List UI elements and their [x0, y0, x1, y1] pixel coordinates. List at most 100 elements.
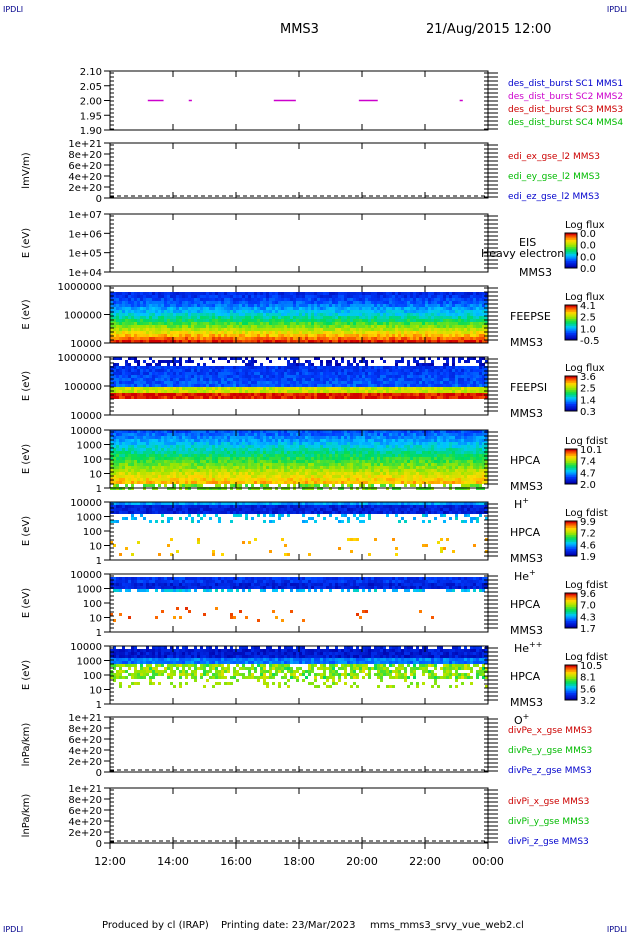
feepse-spectrogram-cell [143, 322, 146, 325]
feepse-spectrogram-cell [257, 319, 260, 322]
feepsi-spectrogram-cell [248, 393, 251, 396]
feepse-spectrogram-cell [197, 325, 200, 328]
feepse-spectrogram-cell [245, 298, 248, 301]
feepse-spectrogram-cell [431, 316, 434, 319]
feepse-spectrogram-cell [296, 295, 299, 298]
feepsi-spectrogram-cell [383, 393, 386, 396]
feepse-spectrogram-cell [131, 331, 134, 334]
hpca_h-spectrogram-cell [140, 448, 143, 451]
feepsi-spectrogram-cell [146, 369, 149, 372]
feepse-spectrogram-cell [341, 298, 344, 301]
feepse-spectrogram-cell [236, 295, 239, 298]
feepse-spectrogram-cell [266, 304, 269, 307]
feepsi-spectrogram-cell [227, 387, 230, 390]
hpca_h-spectrogram-cell [239, 463, 242, 466]
feepse-spectrogram-cell [329, 313, 332, 316]
hpca_h-spectrogram-cell [149, 451, 152, 454]
feepsi-spectrogram-cell [254, 378, 257, 381]
feepsi-spectrogram-cell [482, 390, 485, 393]
feepse-colorbar-frame [564, 304, 578, 341]
feepse-spectrogram-cell [176, 307, 179, 310]
hpca_h-spectrogram-cell [134, 454, 137, 457]
feepse-spectrogram-cell [467, 292, 470, 295]
hpca_h-spectrogram-cell [242, 436, 245, 439]
feepsi-spectrogram-cell [251, 384, 254, 387]
feepse-spectrogram-cell [218, 328, 221, 331]
feepsi-spectrogram-cell [419, 372, 422, 375]
feepse-spectrogram-cell [431, 307, 434, 310]
feepsi-spectrogram-cell [176, 366, 179, 369]
feepsi-spectrogram-cell [476, 393, 479, 396]
feepsi-spectrogram-cell [113, 381, 116, 384]
feepse-spectrogram-cell [476, 304, 479, 307]
feepse-spectrogram-cell [380, 301, 383, 304]
feepse-spectrogram-cell [308, 292, 311, 295]
feepsi-spectrogram-cell [212, 390, 215, 393]
feepsi-spectrogram-cell [425, 375, 428, 378]
feepse-spectrogram-cell [362, 325, 365, 328]
feepsi-spectrogram-cell [323, 387, 326, 390]
feepse-spectrogram-cell [215, 322, 218, 325]
feepsi-spectrogram-cell [272, 396, 275, 399]
feepse-spectrogram-cell [425, 319, 428, 322]
feepse-spectrogram-cell [407, 307, 410, 310]
feepse-spectrogram-cell [359, 316, 362, 319]
feepse-spectrogram-cell [236, 325, 239, 328]
feepse-spectrogram-cell [242, 340, 245, 343]
feepse-spectrogram-cell [269, 304, 272, 307]
feepsi-spectrogram-cell [338, 390, 341, 393]
hpca_h-spectrogram-cell [242, 433, 245, 436]
hpca_h-spectrogram-cell [140, 433, 143, 436]
feepsi-spectrogram-cell [173, 375, 176, 378]
feepsi-spectrogram-cell [158, 384, 161, 387]
feepsi-spectrogram-cell [398, 387, 401, 390]
hpca_h-spectrogram-cell [182, 457, 185, 460]
feepsi-spectrogram-cell [464, 360, 467, 363]
feepsi-spectrogram-cell [335, 393, 338, 396]
hpca_h-spectrogram-cell [188, 451, 191, 454]
feepse-spectrogram-cell [251, 295, 254, 298]
hpca_h-spectrogram-cell [239, 448, 242, 451]
feepse-spectrogram-cell [227, 337, 230, 340]
hpca_h-spectrogram-cell [188, 454, 191, 457]
feepsi-spectrogram-cell [113, 369, 116, 372]
hpca_h-spectrogram-cell [236, 466, 239, 469]
feepse-spectrogram-cell [407, 337, 410, 340]
hpca_h-spectrogram-cell [179, 451, 182, 454]
feepsi-spectrogram-cell [473, 387, 476, 390]
feepse-spectrogram-cell [344, 325, 347, 328]
feepse-spectrogram-cell [134, 334, 137, 337]
feepsi-spectrogram-cell [290, 375, 293, 378]
feepse-spectrogram-cell [473, 340, 476, 343]
feepsi-spectrogram-cell [137, 369, 140, 372]
feepse-spectrogram-cell [158, 292, 161, 295]
feepse-spectrogram-cell [422, 313, 425, 316]
feepsi-spectrogram-cell [239, 378, 242, 381]
feepsi-spectrogram-cell [251, 393, 254, 396]
feepsi-spectrogram-cell [185, 387, 188, 390]
hpca_h-spectrogram-cell [158, 484, 161, 487]
feepse-spectrogram-cell [455, 325, 458, 328]
feepse-spectrogram-cell [485, 340, 488, 343]
hpca_h-spectrogram-cell [212, 448, 215, 451]
feepsi-spectrogram-cell [170, 366, 173, 369]
feepse-spectrogram-cell [149, 319, 152, 322]
feepsi-spectrogram-cell [341, 384, 344, 387]
feepse-spectrogram-cell [329, 340, 332, 343]
feepsi-spectrogram-cell [185, 366, 188, 369]
feepse-spectrogram-cell [401, 298, 404, 301]
feepse-spectrogram-cell [281, 301, 284, 304]
feepsi-spectrogram-cell [389, 378, 392, 381]
feepse-spectrogram-cell [179, 331, 182, 334]
feepsi-spectrogram-cell [365, 372, 368, 375]
feepsi-spectrogram-cell [449, 375, 452, 378]
feepsi-spectrogram-cell [116, 357, 119, 360]
feepse-spectrogram-cell [257, 340, 260, 343]
hpca_h-spectrogram-cell [110, 457, 113, 460]
feepsi-spectrogram-cell [137, 381, 140, 384]
feepse-spectrogram-cell [410, 292, 413, 295]
feepsi-spectrogram-cell [251, 381, 254, 384]
feepsi-spectrogram-cell [122, 369, 125, 372]
feepse-spectrogram-cell [200, 337, 203, 340]
feepsi-spectrogram-cell [185, 384, 188, 387]
